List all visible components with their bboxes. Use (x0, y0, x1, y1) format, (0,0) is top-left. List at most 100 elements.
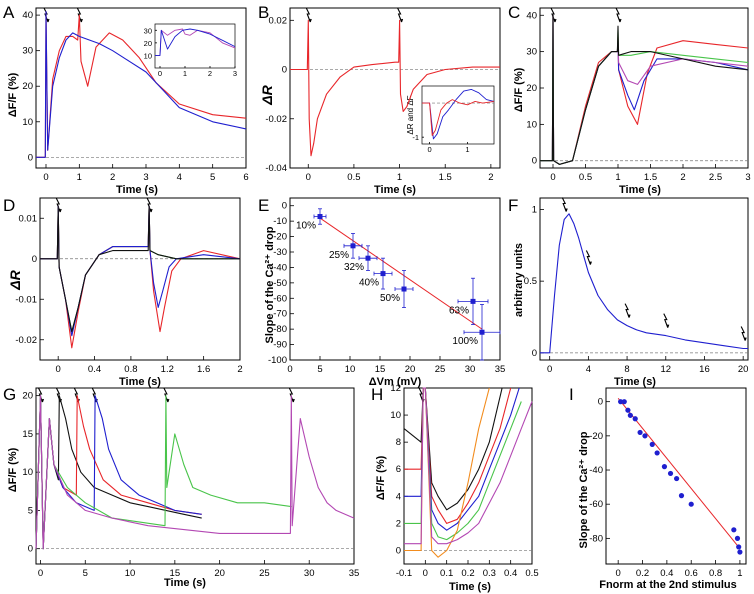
panel-c-ytick-label: 30 (526, 47, 537, 58)
panel-e-point (317, 214, 323, 220)
panel-e-point (470, 298, 476, 304)
panel-a-inset-xtick-label: 1 (183, 69, 187, 78)
panel-e-point (365, 255, 371, 261)
panel-f-ytick-label: 0 (532, 348, 537, 359)
panel-i-point (625, 407, 631, 413)
panel-e-ytick-label: -40 (273, 262, 287, 273)
panel-d-ytick-label: 0 (32, 254, 37, 265)
panel-e-frame (289, 197, 501, 361)
panel-d-ylabel: ΔR (7, 269, 23, 290)
panel-g-series-black (35, 395, 202, 550)
panel-a-ytick-label: 40 (22, 10, 33, 21)
stimulus-arrow-icon (561, 197, 568, 212)
stimulus-arrow-icon (146, 197, 153, 213)
panel-label-i: I (569, 385, 574, 404)
panel-h-xtick-label: 0.4 (504, 568, 517, 579)
panel-e-chart: 0 5 10 15 20 25 30 35 0 -10 -20 -30 -40 -50 -60 -70 -80 -… (268, 197, 506, 375)
panel-a-xtick-label: 4 (177, 172, 182, 183)
panel-g-series-magenta (35, 395, 355, 550)
panel-e-ytick-label: -50 (273, 278, 287, 289)
panel-i-xtick-label: 0.6 (685, 568, 698, 579)
panel-label-e: E (258, 196, 269, 215)
panel-f-xlabel: Time (s) (614, 376, 656, 388)
panel-i-xtick-label: 0.8 (709, 568, 722, 579)
panel-b-xtick-label: 0 (306, 172, 311, 183)
panel-c-ytick-label: 0 (532, 156, 537, 167)
panel-g-ytick-label: 10 (22, 467, 33, 478)
panel-e-point (380, 271, 386, 277)
panel-label-b: B (258, 3, 269, 22)
panel-e-xtick-label: 10 (345, 364, 356, 375)
panel-e-xtick-label: 0 (287, 364, 292, 375)
panel-label-d: D (3, 196, 15, 215)
panel-label-f: F (508, 196, 518, 215)
panel-b-ytick-label: 0 (282, 65, 287, 76)
panel-a-ylabel: ΔF/F (%) (7, 72, 19, 117)
panel-i-ylabel: Slope of the Ca²⁺ drop (578, 431, 590, 548)
panel-e-ylabel: Slope of the Ca²⁺ drop (264, 226, 276, 343)
panel-g-xtick-label: 35 (349, 568, 360, 579)
panel-i-point (661, 464, 668, 470)
panel-c-xtick-label: 1.5 (644, 172, 657, 183)
panel-e-ytick-label: -20 (273, 232, 287, 243)
stimulus-arrow-icon (397, 7, 404, 23)
panel-c-xtick-label: 2.5 (709, 172, 722, 183)
panel-label-g: G (3, 385, 16, 404)
panel-i-point (649, 441, 655, 447)
panel-d-xtick-label: 0 (56, 364, 61, 375)
panel-e-xlabel: ΔVm (mV) (369, 376, 422, 388)
panel-h-ytick-label: 10 (390, 410, 401, 421)
panel-i-xtick-label: 0.4 (660, 568, 673, 579)
panel-g-ytick-label: 15 (22, 429, 33, 440)
panel-a-ytick-label: 0 (28, 152, 33, 163)
panel-a-xtick-label: 6 (243, 172, 248, 183)
panel-e-xtick-label: 35 (495, 364, 506, 375)
stimulus-arrow-icon (288, 387, 295, 403)
panel-i-xtick-label: 0.2 (636, 568, 649, 579)
panel-b-inset-ylabel: ΔR and ΔF (406, 95, 415, 134)
panel-b-inset-chart: 0 1 -1 (412, 85, 495, 154)
panel-i-point (688, 501, 694, 507)
panel-i-point (632, 416, 638, 422)
panel-e-point-label: 10% (296, 221, 316, 232)
panel-e-point (350, 243, 356, 249)
panel-b-series-red (290, 19, 500, 157)
panel-h-ytick-label: 8 (396, 437, 401, 448)
panel-i-point (734, 535, 741, 541)
panel-f-ylabel: arbitrary units (513, 243, 525, 317)
panel-f-xtick-label: 12 (660, 364, 671, 375)
panel-i-point (654, 450, 660, 456)
stimulus-arrow-icon (76, 7, 83, 23)
panel-a-inset-series-blue (155, 28, 236, 56)
panel-e-fit-line (319, 217, 483, 330)
stimulus-arrow-icon (550, 7, 557, 23)
stimulus-arrow-icon (615, 7, 622, 23)
panel-e-xtick-label: 25 (435, 364, 446, 375)
panel-a-xlabel: Time (s) (116, 184, 158, 196)
panel-e-point-label: 40% (359, 278, 379, 289)
panel-e-ytick-label: -100 (268, 355, 287, 366)
panel-a-inset-xtick-label: 0 (158, 69, 162, 78)
panel-i-ytick-label: 0 (598, 397, 603, 408)
panel-i-point (627, 412, 633, 418)
panel-h-series-magenta (404, 387, 533, 545)
panel-b-xlabel: Time (s) (374, 184, 416, 196)
panel-f-xtick-label: 0 (547, 364, 552, 375)
panel-e-ytick-label: -10 (273, 216, 287, 227)
panel-c-xtick-label: 0 (550, 172, 555, 183)
panel-a-ytick-label: 10 (22, 117, 33, 128)
panel-c-series-black (540, 14, 749, 165)
panel-b-xtick-label: 1 (397, 172, 402, 183)
panel-b-xtick-label: 2 (488, 172, 493, 183)
panel-f-ytick-label: 1 (532, 204, 537, 215)
panel-h-xlabel: Time (s) (449, 581, 491, 593)
panel-d-chart: 0 0.4 0.8 1.2 1.6 2 -0.02 -0.01 0 0.01 (15, 197, 243, 375)
panel-d-xtick-label: 1.2 (161, 364, 174, 375)
panel-b-xtick-label: 0.5 (347, 172, 360, 183)
panel-e-ytick-label: 0 (282, 201, 287, 212)
panel-i-point (621, 399, 627, 405)
panel-e-xtick-label: 20 (405, 364, 416, 375)
panel-i-point (731, 527, 737, 533)
panel-g-xlabel: Time (s) (164, 577, 206, 589)
panel-h-xtick-label: 0 (423, 568, 428, 579)
